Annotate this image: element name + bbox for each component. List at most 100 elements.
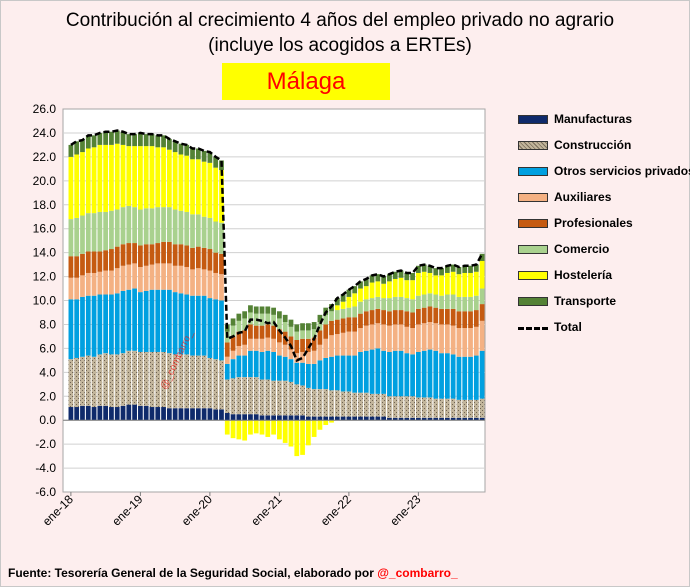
bar-segment [282, 420, 288, 443]
bar-segment [416, 397, 421, 418]
bar-segment [172, 354, 178, 409]
bar-segment [271, 307, 276, 315]
bar-segment [444, 417, 450, 421]
bar-segment [450, 325, 456, 355]
bar-segment [346, 355, 352, 392]
bar-segment [166, 408, 172, 421]
bar-segment [439, 398, 444, 418]
bar-segment [195, 148, 201, 160]
bar-segment [178, 154, 184, 211]
bar-segment [143, 290, 149, 352]
bar-segment [462, 417, 468, 421]
bar-segment [126, 404, 132, 421]
bar-segment [404, 326, 410, 354]
bar-segment [473, 399, 479, 418]
bar-segment [236, 355, 242, 378]
bar-segment [352, 306, 358, 318]
bar-segment [375, 393, 381, 417]
bar-segment [259, 325, 265, 339]
bar-segment [85, 251, 91, 273]
x-tick-label: ene-21 [248, 492, 285, 529]
bar-segment [138, 132, 143, 147]
bar-segment [375, 416, 381, 421]
bar-segment [317, 314, 323, 323]
bar-segment [433, 268, 439, 276]
bar-segment [143, 351, 149, 406]
bar-segment [207, 357, 213, 409]
bar-segment [358, 301, 363, 314]
bar-segment [85, 148, 91, 214]
bar-segment [346, 307, 352, 318]
bar-segment [109, 354, 114, 408]
bar-segment [103, 250, 109, 271]
bar-segment [456, 356, 462, 400]
bar-segment [242, 377, 248, 415]
bar-segment [155, 147, 161, 208]
bar-segment [450, 398, 456, 418]
bar-segment [74, 277, 80, 300]
bar-segment [126, 205, 132, 244]
bar-segment [381, 298, 387, 311]
bar-segment [323, 357, 329, 390]
bar-segment [277, 318, 282, 330]
bar-segment [311, 420, 317, 437]
bar-segment [184, 266, 190, 295]
bar-segment [172, 265, 178, 293]
bar-segment [334, 355, 340, 391]
bar-segment [346, 391, 352, 417]
bar-segment [398, 350, 404, 397]
legend-line-sample [518, 327, 548, 330]
bar-segment [242, 318, 248, 331]
bar-segment [329, 335, 334, 357]
y-tick-label: 20.0 [33, 174, 57, 188]
bar-segment [381, 310, 387, 325]
bar-segment [288, 381, 294, 416]
bar-segment [155, 207, 161, 244]
bar-segment [201, 150, 207, 162]
bar-segment [126, 264, 132, 290]
bar-segment [358, 328, 363, 352]
bar-segment [294, 331, 300, 340]
bar-segment [161, 241, 166, 264]
bar-segment [305, 420, 311, 446]
bar-segment [334, 310, 340, 320]
bar-segment [288, 359, 294, 382]
bar-segment [363, 286, 369, 300]
bar-segment [195, 214, 201, 247]
bar-segment [68, 219, 74, 257]
bar-segment [363, 325, 369, 351]
bar-segment [346, 331, 352, 356]
bar-segment [91, 272, 97, 296]
bar-segment [178, 210, 184, 245]
bar-segment [277, 329, 282, 343]
bar-segment [265, 379, 271, 416]
bar-segment [410, 354, 415, 397]
bar-segment [277, 380, 282, 416]
bar-segment [387, 325, 392, 352]
bar-segment [329, 390, 334, 417]
bar-segment [427, 322, 433, 350]
bar-segment [473, 417, 479, 421]
bar-segment [375, 308, 381, 324]
bar-segment [300, 323, 305, 331]
chart-subtitle: Málaga [222, 63, 390, 100]
bar-segment [416, 308, 421, 325]
y-tick-label: 2.0 [39, 389, 56, 403]
bar-segment [300, 362, 305, 386]
bar-segment [68, 359, 74, 408]
bar-segment [352, 286, 358, 294]
bar-segment [387, 298, 392, 312]
bar-segment [404, 311, 410, 327]
legend-label: Auxiliares [554, 190, 612, 204]
bar-segment [74, 154, 80, 218]
bar-segment [207, 249, 213, 271]
bar-segment [213, 167, 219, 222]
bar-segment [468, 296, 473, 312]
bar-segment [427, 417, 433, 421]
bar-segment [375, 348, 381, 394]
bar-segment [444, 308, 450, 325]
bar-segment [149, 146, 155, 209]
bar-segment [178, 265, 184, 294]
bar-segment [271, 351, 276, 381]
bar-segment [334, 334, 340, 356]
